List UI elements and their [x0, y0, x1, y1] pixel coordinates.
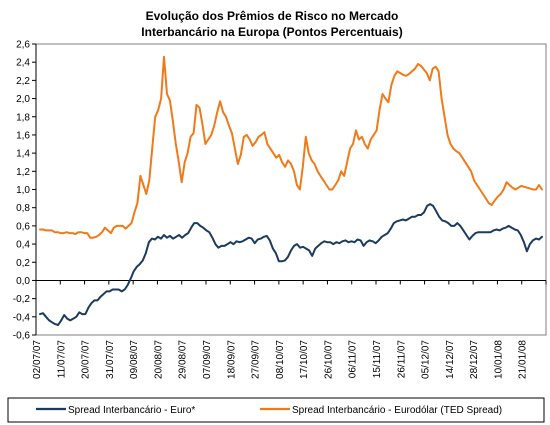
x-tick-label: 05/12/07 — [421, 340, 432, 379]
y-tick-label: -0,6 — [13, 331, 31, 342]
series-line-euro — [39, 203, 543, 326]
x-tick-label: 26/10/07 — [323, 340, 334, 379]
legend: Spread Interbancário - Euro* Spread Inte… — [7, 397, 545, 423]
x-tick-label: 15/11/07 — [372, 340, 383, 379]
plot-area — [35, 43, 547, 336]
x-tick-label: 08/10/07 — [275, 340, 286, 379]
x-tick-label: 10/01/08 — [493, 340, 504, 379]
x-tick-label: 20/07/07 — [81, 340, 92, 379]
y-tick-label: 0,4 — [16, 240, 30, 251]
x-tick-label: 14/12/07 — [445, 340, 456, 379]
y-tick-label: 0,8 — [16, 203, 30, 214]
chart-title-line-2: Interbancário na Europa (Pontos Percentu… — [141, 25, 402, 39]
x-tick-label: 09/08/07 — [129, 340, 140, 379]
y-tick-label: 1,6 — [16, 130, 30, 141]
x-tick-label: 06/11/07 — [348, 340, 359, 379]
chart-title-line-1: Evolução dos Prêmios de Risco no Mercado — [146, 9, 399, 23]
y-tick-label: 2,2 — [16, 76, 30, 87]
y-tick-label: 0,6 — [16, 221, 30, 232]
y-tick-label: -0,4 — [13, 312, 31, 323]
plot-frame — [35, 43, 547, 336]
x-axis: 02/07/07 11/07/07 20/07/07 31/07/07 09/08/07… — [32, 279, 547, 379]
y-tick-label: 2,0 — [16, 94, 30, 105]
x-tick-label: 21/01/08 — [518, 340, 529, 379]
y-tick-label: 1,2 — [16, 167, 30, 178]
x-tick-label: 28/12/07 — [469, 340, 480, 379]
y-tick-label: 1,4 — [16, 149, 30, 160]
x-tick-label: 02/07/07 — [32, 340, 43, 379]
y-tick-label: -0,2 — [13, 294, 31, 305]
x-tick-label: 18/09/07 — [226, 340, 237, 379]
y-tick-label: 0,2 — [16, 258, 30, 269]
y-tick-label: 2,6 — [16, 40, 30, 51]
y-tick-label: 0,0 — [16, 276, 30, 287]
y-tick-label: 2,4 — [16, 58, 30, 69]
y-axis: -0,6 -0,4 -0,2 0,0 0,2 0,4 0,6 0,8 1,0 1,2 1,4 1,6 1… — [13, 40, 37, 342]
series-line-ted — [39, 55, 543, 239]
legend-label-ted: Spread Interbancário - Eurodólar (TED Sp… — [292, 405, 502, 416]
x-tick-label: 31/07/07 — [105, 340, 116, 379]
y-tick-label: 1,8 — [16, 112, 30, 123]
x-tick-label: 20/08/07 — [153, 340, 164, 379]
legend-label-euro: Spread Interbancário - Euro* — [68, 405, 195, 416]
x-tick-label: 07/09/07 — [202, 340, 213, 379]
x-tick-label: 17/10/07 — [299, 340, 310, 379]
x-tick-label: 11/07/07 — [56, 340, 67, 379]
x-tick-label: 29/08/07 — [178, 340, 189, 379]
x-tick-label: 26/11/07 — [396, 340, 407, 379]
x-tick-label: 27/09/07 — [251, 340, 262, 379]
series-layer — [39, 55, 543, 326]
y-tick-label: 1,0 — [16, 185, 30, 196]
